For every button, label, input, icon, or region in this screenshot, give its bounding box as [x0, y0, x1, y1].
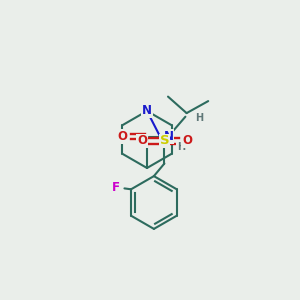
- Text: F: F: [111, 181, 119, 194]
- Text: O: O: [182, 134, 192, 148]
- Text: S: S: [160, 134, 169, 148]
- Text: N: N: [142, 104, 152, 118]
- Text: N: N: [164, 130, 174, 143]
- Text: O: O: [117, 130, 128, 143]
- Text: H: H: [177, 142, 185, 152]
- Text: O: O: [137, 134, 147, 148]
- Text: H: H: [195, 112, 203, 123]
